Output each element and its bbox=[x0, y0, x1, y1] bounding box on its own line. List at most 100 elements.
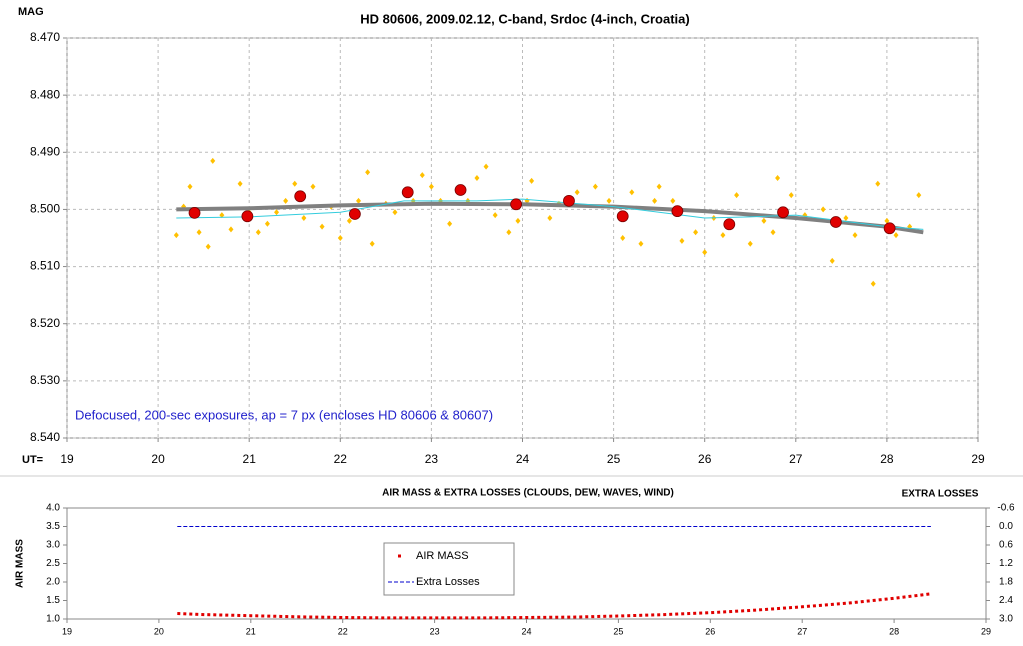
data-point bbox=[310, 183, 316, 190]
series-line bbox=[177, 592, 932, 620]
data-point bbox=[219, 212, 225, 219]
data-point bbox=[283, 197, 289, 204]
y-tick-label: 1.0 bbox=[46, 614, 60, 625]
data-point bbox=[196, 229, 202, 236]
data-point bbox=[788, 192, 794, 199]
data-point bbox=[629, 189, 635, 196]
data-point bbox=[292, 180, 298, 187]
data-point bbox=[606, 197, 612, 204]
y-tick-label: 8.500 bbox=[30, 202, 60, 216]
y2-tick-label: 0.6 bbox=[999, 540, 1013, 551]
x-tick-label: 20 bbox=[151, 452, 165, 466]
x-tick-label: 19 bbox=[60, 452, 74, 466]
x-tick-label: 22 bbox=[338, 626, 348, 636]
y2-tick-label: 1.8 bbox=[999, 577, 1013, 588]
data-point bbox=[693, 229, 699, 236]
data-point bbox=[547, 215, 553, 221]
data-point bbox=[638, 240, 644, 247]
chart-title: AIR MASS & EXTRA LOSSES (CLOUDS, DEW, WA… bbox=[382, 488, 674, 499]
x-tick-label: 28 bbox=[889, 626, 899, 636]
data-point bbox=[620, 235, 626, 241]
y-tick-label: 4.0 bbox=[46, 503, 60, 514]
x-tick-label: 22 bbox=[334, 452, 348, 466]
data-point bbox=[483, 163, 489, 170]
y2-tick-label: 3.0 bbox=[999, 614, 1013, 625]
x-tick-label: 25 bbox=[607, 452, 621, 466]
bin-point bbox=[241, 210, 254, 223]
x-tick-label: 24 bbox=[521, 626, 531, 636]
y2-axis-label: EXTRA LOSSES bbox=[902, 489, 979, 500]
data-point bbox=[574, 189, 580, 196]
x-tick-label: 19 bbox=[62, 626, 72, 636]
data-point bbox=[356, 197, 362, 204]
data-point bbox=[319, 223, 325, 230]
data-point bbox=[419, 172, 425, 179]
data-point bbox=[187, 183, 193, 190]
data-point bbox=[852, 232, 858, 239]
x-tick-label: 23 bbox=[425, 452, 439, 466]
data-point bbox=[255, 229, 261, 236]
data-point bbox=[893, 232, 899, 239]
y-tick-label: 3.5 bbox=[46, 521, 60, 532]
data-point bbox=[337, 235, 343, 241]
data-point bbox=[679, 237, 685, 244]
x-tick-label: 29 bbox=[981, 626, 991, 636]
bin-point bbox=[883, 222, 896, 235]
bin-point bbox=[671, 205, 684, 218]
data-point bbox=[870, 280, 876, 287]
y-tick-label: 8.480 bbox=[30, 87, 60, 101]
data-point bbox=[875, 180, 881, 187]
data-point bbox=[702, 249, 708, 256]
x-tick-label: 20 bbox=[154, 626, 164, 636]
x-tick-label: 26 bbox=[698, 452, 712, 466]
legend-box bbox=[383, 542, 515, 596]
bin-point bbox=[829, 216, 842, 228]
y-axis-label: MAG bbox=[18, 6, 44, 18]
legend-label: Extra Losses bbox=[416, 576, 480, 588]
x-tick-label: 26 bbox=[705, 626, 715, 636]
y2-tick-label: 1.2 bbox=[999, 558, 1013, 569]
bin-point bbox=[294, 190, 307, 203]
data-point bbox=[761, 217, 767, 224]
data-point bbox=[656, 183, 662, 190]
bin-point bbox=[777, 206, 789, 219]
bin-point bbox=[563, 194, 575, 207]
x-tick-label: 29 bbox=[971, 452, 985, 466]
data-point bbox=[916, 192, 922, 199]
bin-point bbox=[454, 184, 467, 196]
data-point bbox=[210, 157, 216, 164]
bin-point bbox=[188, 206, 201, 219]
data-point bbox=[237, 180, 243, 187]
y-tick-label: 2.5 bbox=[46, 558, 60, 569]
data-point bbox=[820, 206, 826, 213]
data-point bbox=[474, 175, 480, 181]
annotation: Defocused, 200-sec exposures, ap = 7 px … bbox=[75, 407, 493, 422]
x-tick-label: 27 bbox=[789, 452, 803, 466]
y-tick-label: 8.470 bbox=[30, 30, 60, 44]
y-tick-label: 8.530 bbox=[30, 373, 60, 387]
legend-label: AIR MASS bbox=[416, 550, 469, 562]
data-point bbox=[301, 215, 307, 221]
data-point bbox=[274, 209, 280, 216]
y-tick-label: 8.490 bbox=[30, 144, 60, 158]
data-point bbox=[369, 240, 375, 247]
x-tick-label: 23 bbox=[430, 626, 440, 636]
data-point bbox=[884, 217, 890, 224]
data-point bbox=[392, 209, 398, 216]
y-tick-label: 8.520 bbox=[30, 316, 60, 330]
y-tick-label: 1.5 bbox=[46, 595, 60, 606]
data-point bbox=[346, 217, 352, 224]
x-tick-label: 27 bbox=[797, 626, 807, 636]
x-tick-label: 28 bbox=[880, 452, 894, 466]
data-point bbox=[670, 197, 676, 204]
x-axis-label: UT= bbox=[22, 454, 43, 466]
y2-tick-label: -0.6 bbox=[997, 503, 1015, 514]
data-point bbox=[775, 175, 781, 181]
y-tick-label: 8.510 bbox=[30, 259, 60, 273]
y-tick-label: 3.0 bbox=[46, 540, 60, 551]
y2-tick-label: 0.0 bbox=[999, 521, 1013, 532]
data-point bbox=[173, 232, 179, 239]
data-point bbox=[447, 220, 453, 227]
x-tick-label: 21 bbox=[243, 452, 257, 466]
